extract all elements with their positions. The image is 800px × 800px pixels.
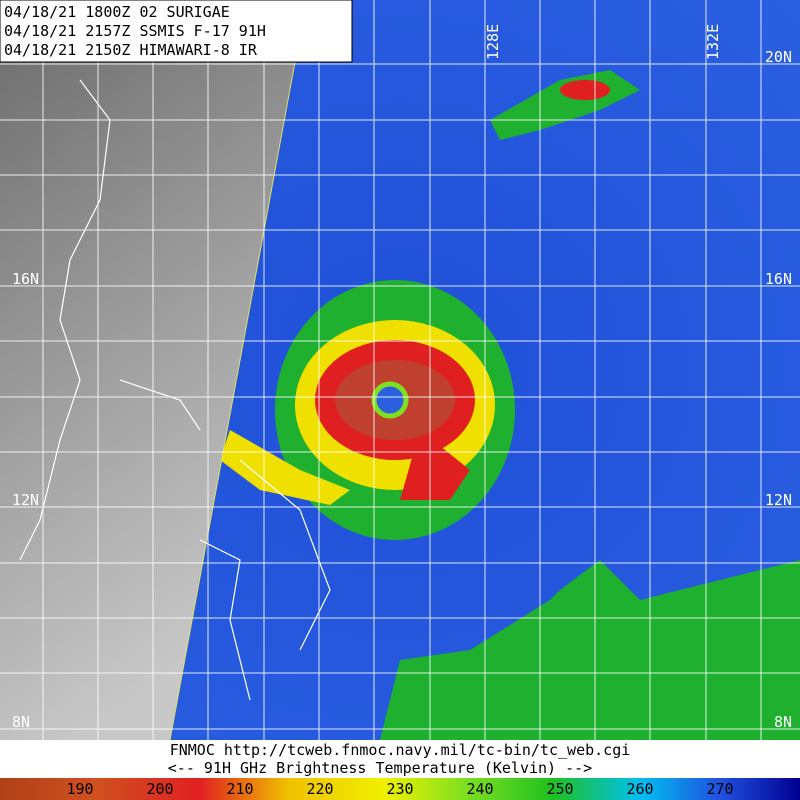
- rainband: [220, 430, 350, 505]
- colorbar-label: 190: [66, 780, 93, 798]
- lat-label: 8N: [774, 713, 792, 731]
- colorbar-label: 220: [306, 780, 333, 798]
- colorbar-labels: 190 200 210 220 230 240 250 260 270: [66, 780, 733, 798]
- colorbar-label: 250: [546, 780, 573, 798]
- lon-label: 132E: [704, 24, 722, 60]
- colorbar-label: 200: [146, 780, 173, 798]
- lon-label: 128E: [484, 24, 502, 60]
- footer-box: [0, 740, 800, 778]
- eye: [371, 381, 409, 419]
- lat-label: 8N: [12, 713, 30, 731]
- footer-source: FNMOC http://tcweb.fnmoc.navy.mil/tc-bin…: [170, 741, 631, 759]
- ir-region: [0, 0, 295, 740]
- grid: [0, 0, 800, 740]
- colorbar: [0, 778, 800, 800]
- lat-label: 12N: [12, 491, 39, 509]
- colorbar-label: 260: [626, 780, 653, 798]
- colorbar-label: 240: [466, 780, 493, 798]
- colorbar-label: 230: [386, 780, 413, 798]
- lat-label: 20N: [765, 48, 792, 66]
- cell: [560, 80, 610, 100]
- header-line: 04/18/21 2157Z SSMIS F-17 91H: [4, 22, 266, 40]
- header-line: 04/18/21 1800Z 02 SURIGAE: [4, 3, 230, 21]
- rainband: [400, 430, 470, 500]
- header-line: 04/18/21 2150Z HIMAWARI-8 IR: [4, 41, 258, 59]
- header-box: [0, 0, 353, 63]
- lat-label: 16N: [12, 270, 39, 288]
- coastline: [19, 79, 331, 701]
- colorbar-label: 270: [706, 780, 733, 798]
- lat-label: 12N: [765, 491, 792, 509]
- colorbar-label: 210: [226, 780, 253, 798]
- lat-label: 16N: [765, 270, 792, 288]
- footer-legend-title: <-- 91H GHz Brightness Temperature (Kelv…: [168, 759, 592, 777]
